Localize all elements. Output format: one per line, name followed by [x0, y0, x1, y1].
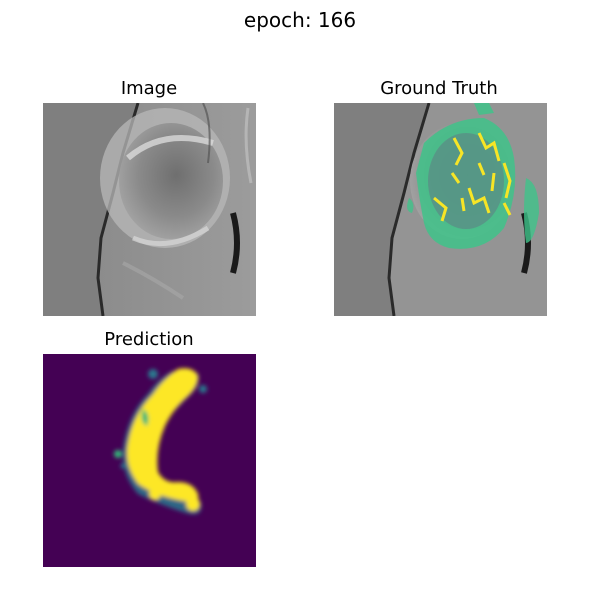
prediction-crescent: [126, 368, 199, 502]
mask-enhancing: [433, 132, 512, 222]
image-panel-title: Image: [120, 78, 178, 99]
prediction-map: [43, 354, 256, 567]
ground-truth-overlay: [334, 103, 547, 316]
prediction-panel-title: Prediction: [104, 329, 194, 350]
ground-truth-panel-title: Ground Truth: [380, 78, 498, 99]
figure-title: epoch: 166: [243, 8, 357, 32]
image-panel: [43, 103, 256, 316]
ground-truth-panel: [334, 103, 547, 316]
prediction-panel: [43, 354, 256, 567]
mri-image: [43, 103, 256, 316]
